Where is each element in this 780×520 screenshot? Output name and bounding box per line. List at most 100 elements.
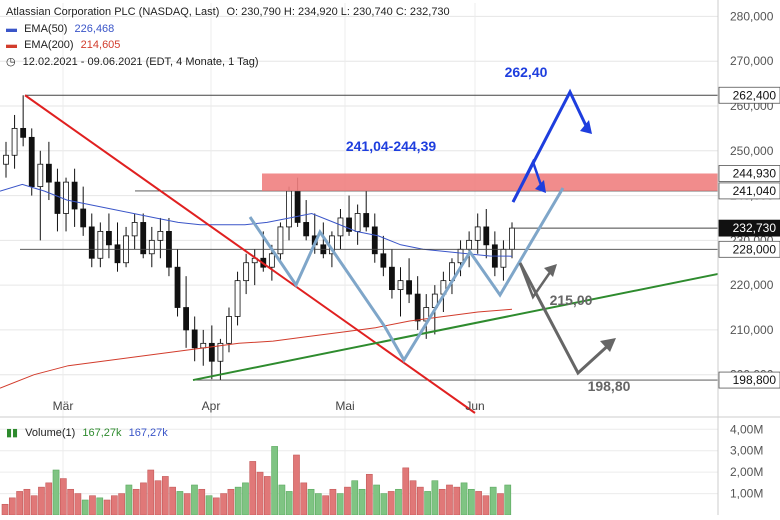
volume-bar [154,480,162,516]
bullish-target-path [511,158,544,203]
candle-body [509,227,515,250]
price-label: 198,800 [733,373,777,387]
volume-bar [409,480,417,516]
volume-bar [358,488,366,516]
candle-body [148,239,155,255]
downtrend-line [24,94,476,414]
annotation-label: 262,40 [505,64,548,80]
candle-body [217,342,224,362]
volume-bar [1,503,9,516]
volume-bar [497,493,504,516]
legend-ema50-label: EMA(50) [24,23,68,35]
volume-bar [74,493,82,516]
y-tick-label: 210,000 [730,323,774,337]
volume-bar [416,486,424,516]
candle-body [37,163,44,188]
legend-ema50-value: 226,468 [74,23,115,35]
candle-body [500,248,507,268]
x-tick-label: Mär [53,399,74,413]
candle-body [131,222,138,237]
volume-bar [103,499,111,516]
volume-bar [482,495,490,516]
price-label: 232,730 [733,221,777,235]
candle-body [414,293,421,322]
candle-body [346,217,352,232]
bearish-target-path [518,262,614,376]
volume-bar [263,476,271,516]
volume-legend-v2: 167,27k [128,427,168,439]
volume-bar [424,491,431,516]
candle-body [286,190,292,228]
candle-body [371,226,378,255]
legend-ema50-row: ▬ EMA(50) 226,468 [6,23,115,35]
candle-body [88,226,95,259]
volume-bar [271,446,278,516]
w-pattern [248,187,565,363]
volume-tick-label: 3,00M [730,444,763,458]
price-label-box [718,240,780,258]
price-label: 244,930 [733,166,777,180]
volume-bar [59,478,67,516]
x-tick-label: Apr [202,399,221,413]
volume-bars-icon: ▮▮ [6,427,19,439]
volume-legend-v1: 167,27k [82,427,122,439]
candle-body [354,213,361,232]
price-label: 262,400 [733,88,777,102]
price-label-box [718,165,780,182]
volume-bar [460,482,468,516]
price-label-box [718,86,780,104]
candle-body [45,163,52,183]
volume-bar [183,493,191,516]
annotation-label: 198,80 [588,378,631,394]
candle-body [97,230,104,259]
volume-bar [249,461,257,516]
candle-body [114,244,121,264]
volume-bar [453,486,461,516]
volume-bar [504,484,512,516]
volume-bar [234,486,242,516]
candle-body [337,217,344,237]
candle-body [474,226,481,241]
x-tick-label: Jun [465,399,484,413]
volume-bar [30,495,38,516]
legend-title-row: Atlassian Corporation PLC (NASDAQ, Last)… [6,6,454,18]
volume-bar [191,484,198,516]
clock-icon: ◷ [6,56,16,68]
volume-tick-label: 4,00M [730,422,763,436]
volume-bar [176,491,184,516]
uptrend-line [192,272,719,382]
candle-body [11,127,18,156]
candle-body [303,222,310,237]
volume-bar [140,482,147,516]
volume-bar [431,480,439,516]
volume-bar [52,469,60,516]
candle-body [200,342,207,349]
volume-bar [395,488,402,516]
candle-body [466,239,473,250]
volume-bar [467,488,475,516]
candle-body [157,230,164,241]
volume-bar [293,454,300,516]
arrow-head [535,180,546,193]
volume-bar [125,484,133,516]
legend-title: Atlassian Corporation PLC (NASDAQ, Last) [6,6,220,18]
volume-legend-label: Volume(1) [25,427,76,439]
price-label: 241,040 [733,184,777,198]
volume-bar [373,484,380,516]
volume-bar [132,488,140,516]
volume-bar [161,476,169,516]
arrow-head [544,264,557,277]
candle-body [71,181,78,210]
candle-body [380,253,387,268]
y-tick-label: 280,000 [730,9,774,23]
arrow-head [600,338,616,352]
candle-body [208,342,215,362]
bearish-target-path [518,262,555,300]
candle-body [268,253,275,268]
volume-bar [169,486,176,516]
candle-body [140,222,147,255]
legend-ema200-row: ▬ EMA(200) 214,605 [6,39,121,51]
volume-bar [446,484,453,516]
volume-bar [489,486,497,516]
volume-bar [380,493,388,516]
